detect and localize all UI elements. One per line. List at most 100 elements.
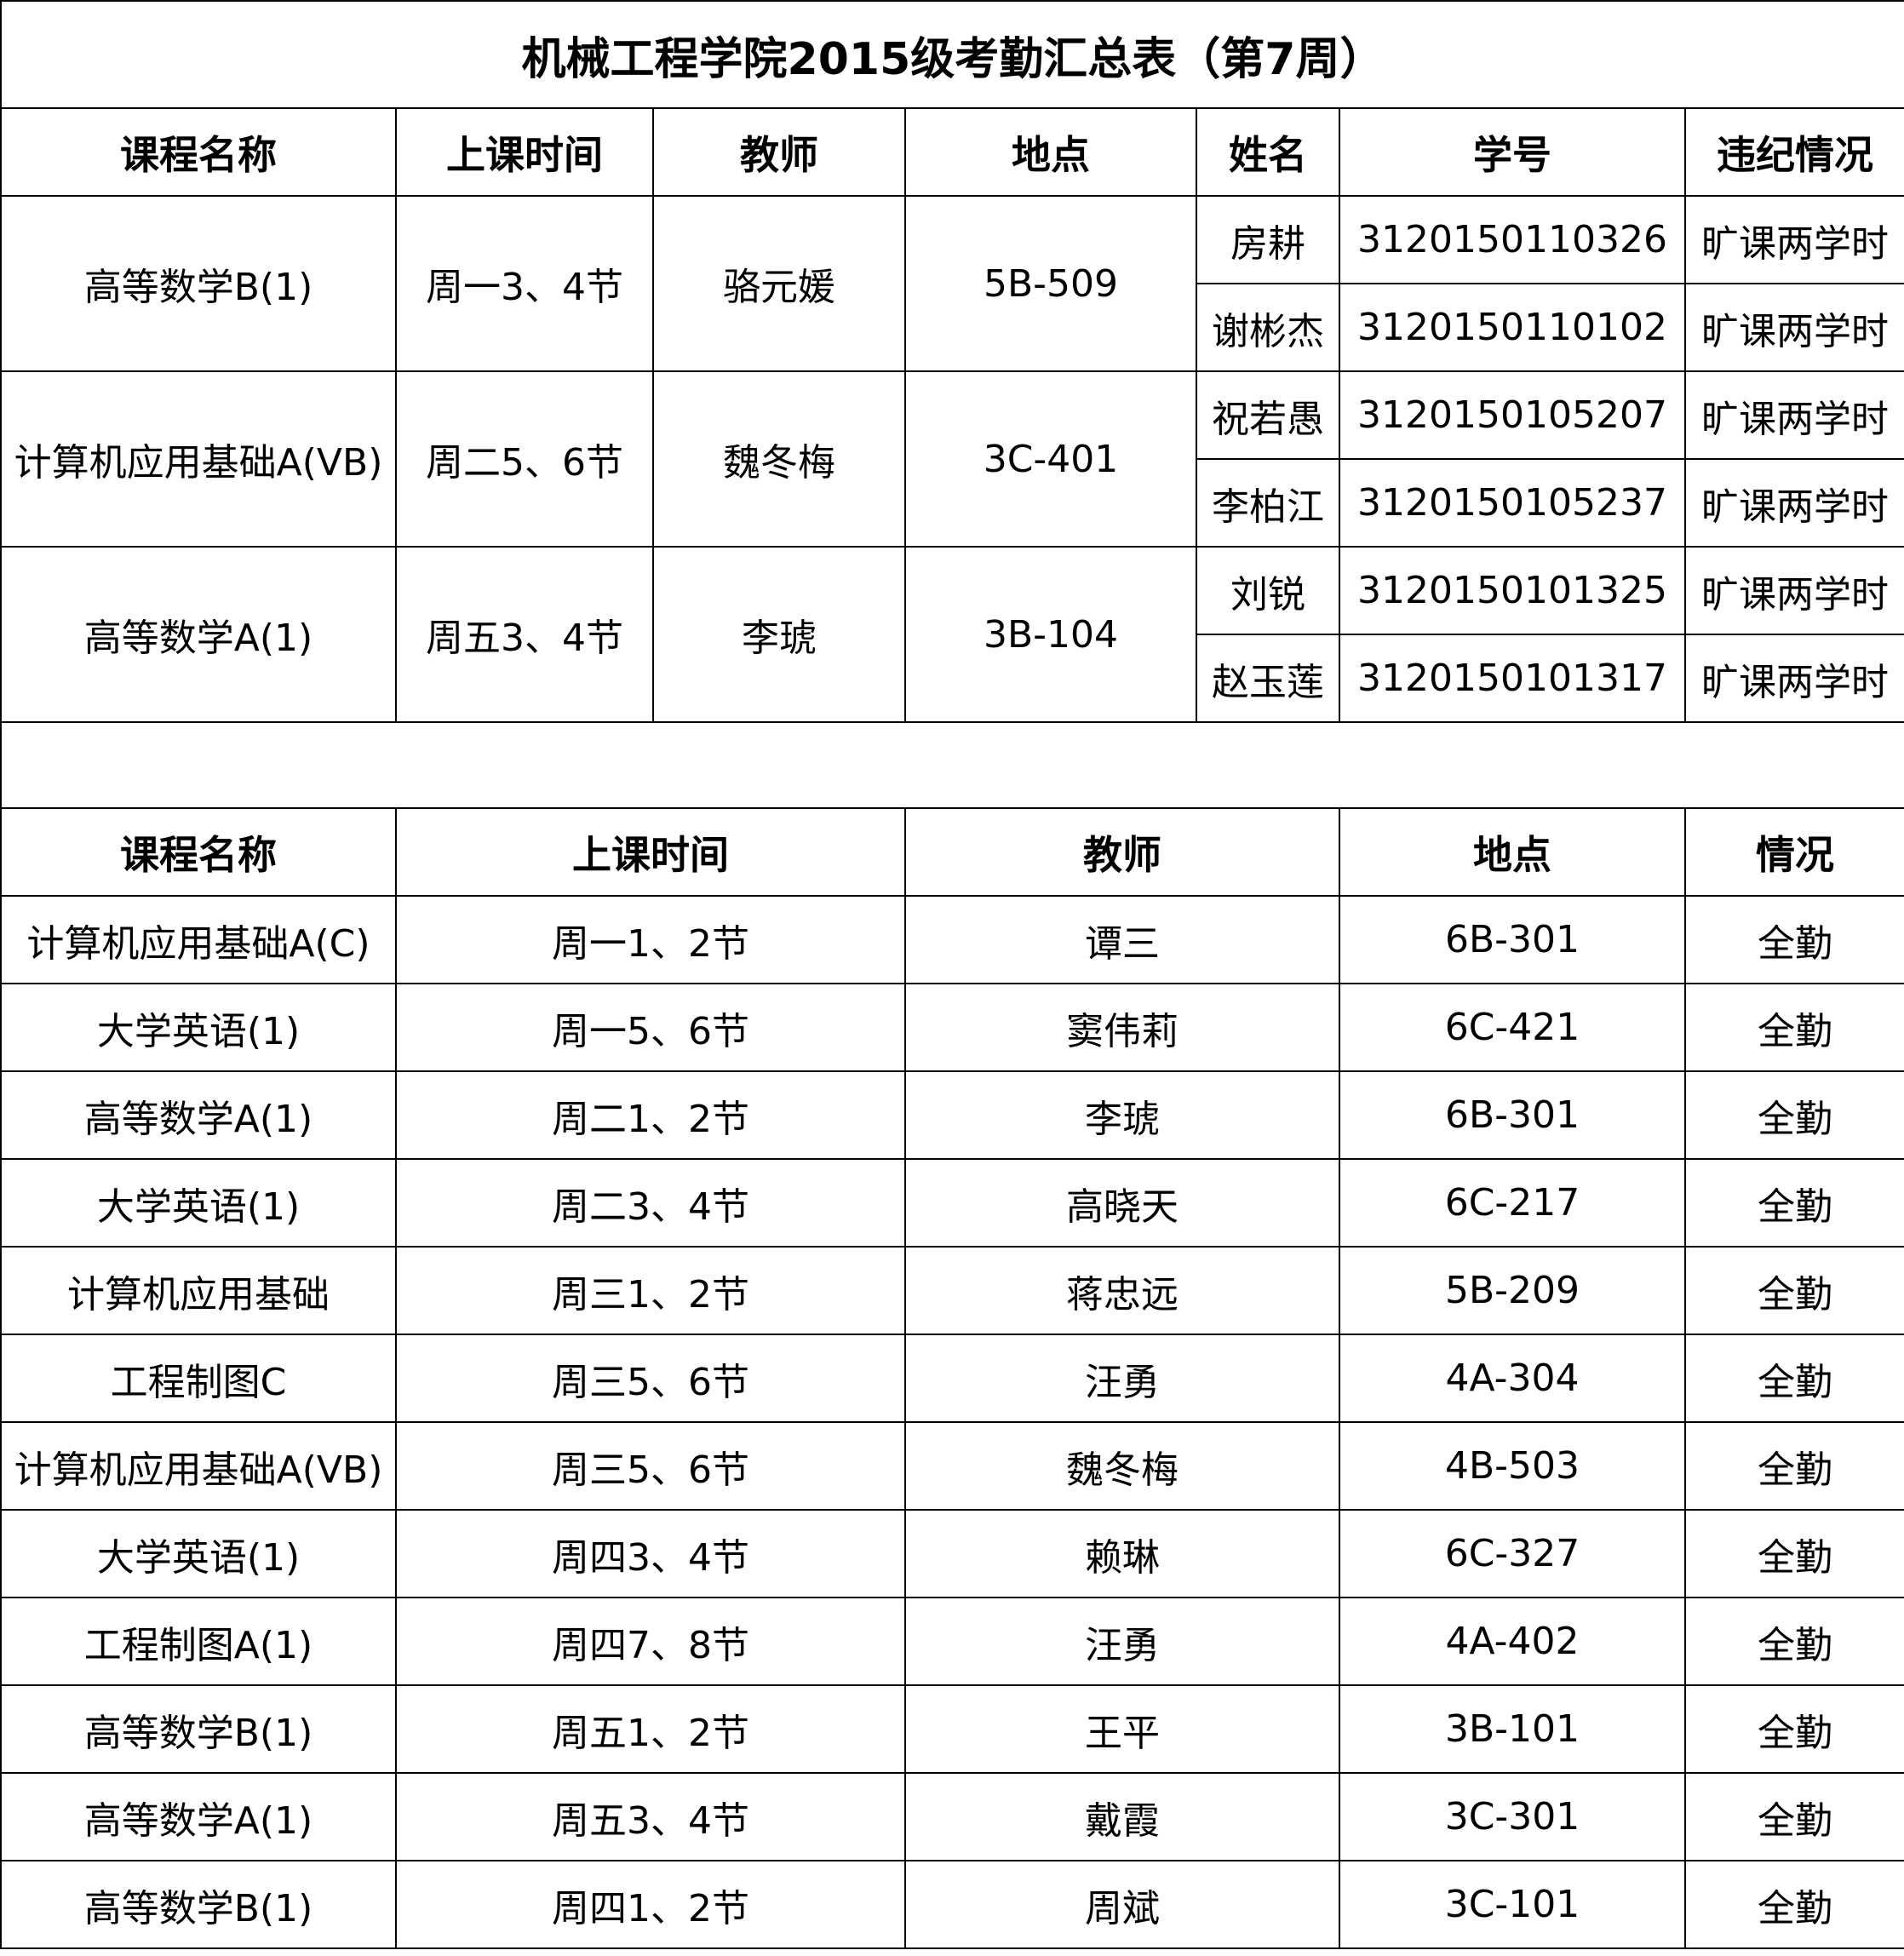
- course-cell: 计算机应用基础A(C): [0, 895, 397, 984]
- status-cell: 全勤: [1684, 1860, 1904, 1949]
- course-cell: 计算机应用基础A(VB): [0, 1421, 397, 1511]
- student-name-cell: 李柏江: [1196, 458, 1340, 548]
- teacher-cell: 窦伟莉: [904, 983, 1340, 1072]
- time-cell: 周四7、8节: [395, 1597, 906, 1686]
- status-cell: 全勤: [1684, 1684, 1904, 1774]
- time-cell: 周三5、6节: [395, 1421, 906, 1511]
- violations-table: 机械工程学院2015级考勤汇总表（第7周） 课程名称 上课时间 教师 地点 姓名 学号 违纪…: [0, 0, 1904, 809]
- status-cell: 全勤: [1684, 1158, 1904, 1248]
- status-cell: 全勤: [1684, 1509, 1904, 1598]
- table-row: 大学英语(1) 周四3、4节 赖琳 6C-327 全勤: [0, 1509, 1904, 1598]
- student-id-cell: 3120150101317: [1339, 634, 1686, 723]
- teacher-cell: 骆元媛: [652, 195, 906, 372]
- teacher-cell: 赖琳: [904, 1509, 1340, 1598]
- student-name-cell: 刘锐: [1196, 546, 1340, 635]
- table-row: 大学英语(1) 周一5、6节 窦伟莉 6C-421 全勤: [0, 983, 1904, 1072]
- student-name-cell: 祝若愚: [1196, 370, 1340, 460]
- column-header: 教师: [904, 807, 1340, 897]
- student-name-cell: 谢彬杰: [1196, 283, 1340, 372]
- time-cell: 周二5、6节: [395, 370, 654, 548]
- teacher-cell: 汪勇: [904, 1334, 1340, 1423]
- location-cell: 6B-301: [1339, 1070, 1686, 1160]
- course-cell: 高等数学A(1): [0, 546, 397, 723]
- column-header: 课程名称: [0, 807, 397, 897]
- course-cell: 大学英语(1): [0, 983, 397, 1072]
- time-cell: 周四1、2节: [395, 1860, 906, 1949]
- course-cell: 计算机应用基础: [0, 1246, 397, 1335]
- course-cell: 高等数学A(1): [0, 1772, 397, 1861]
- time-cell: 周四3、4节: [395, 1509, 906, 1598]
- time-cell: 周三1、2节: [395, 1246, 906, 1335]
- location-cell: 6C-421: [1339, 983, 1686, 1072]
- student-id-cell: 3120150101325: [1339, 546, 1686, 635]
- status-cell: 全勤: [1684, 1246, 1904, 1335]
- teacher-cell: 周斌: [904, 1860, 1340, 1949]
- column-header: 课程名称: [0, 107, 397, 197]
- teacher-cell: 李琥: [652, 546, 906, 723]
- teacher-cell: 魏冬梅: [904, 1421, 1340, 1511]
- table-row: 大学英语(1) 周二3、4节 高晓天 6C-217 全勤: [0, 1158, 1904, 1248]
- page-title: 机械工程学院2015级考勤汇总表（第7周）: [0, 0, 1904, 109]
- student-status-cell: 旷课两学时: [1683, 370, 1904, 460]
- time-cell: 周一3、4节: [395, 195, 654, 372]
- table-row: 高等数学A(1) 周五3、4节 戴霞 3C-301 全勤: [0, 1772, 1904, 1861]
- table-row: 李柏江 3120150105237 旷课两学时: [1, 458, 1904, 548]
- location-cell: 6C-217: [1339, 1158, 1686, 1248]
- teacher-cell: 汪勇: [904, 1597, 1340, 1686]
- location-cell: 6C-327: [1339, 1509, 1686, 1598]
- table-row: 赵玉莲 3120150101317 旷课两学时: [1, 634, 1904, 723]
- table-row: 计算机应用基础A(VB) 周三5、6节 魏冬梅 4B-503 全勤: [0, 1421, 1904, 1511]
- time-cell: 周二3、4节: [395, 1158, 906, 1248]
- teacher-cell: 魏冬梅: [652, 370, 906, 548]
- course-cell: 工程制图A(1): [0, 1597, 397, 1686]
- attendance-table: 课程名称 上课时间 教师 地点 情况 计算机应用基础A(C) 周一1、2节 谭三 6B-301…: [0, 807, 1904, 1949]
- student-id-cell: 3120150110102: [1339, 283, 1686, 372]
- teacher-cell: 蒋忠远: [904, 1246, 1340, 1335]
- table-row: 高等数学A(1) 周二1、2节 李琥 6B-301 全勤: [0, 1070, 1904, 1160]
- teacher-cell: 谭三: [904, 895, 1340, 984]
- course-cell: 大学英语(1): [0, 1509, 397, 1598]
- location-cell: 6B-301: [1339, 895, 1686, 984]
- student-id-cell: 3120150110326: [1339, 195, 1686, 284]
- student-status-cell: 旷课两学时: [1683, 195, 1904, 284]
- course-cell: 高等数学B(1): [0, 1684, 397, 1774]
- blank-row: [0, 721, 1904, 809]
- table-row: 工程制图C 周三5、6节 汪勇 4A-304 全勤: [0, 1334, 1904, 1423]
- student-name-cell: 房耕: [1196, 195, 1340, 284]
- course-cell: 高等数学A(1): [0, 1070, 397, 1160]
- table-row: 计算机应用基础A(C) 周一1、2节 谭三 6B-301 全勤: [0, 895, 1904, 984]
- table-row: 高等数学B(1) 周四1、2节 周斌 3C-101 全勤: [0, 1860, 1904, 1949]
- teacher-cell: 王平: [904, 1684, 1340, 1774]
- student-status-cell: 旷课两学时: [1683, 634, 1904, 723]
- student-id-cell: 3120150105237: [1339, 458, 1686, 548]
- status-cell: 全勤: [1684, 895, 1904, 984]
- teacher-cell: 李琥: [904, 1070, 1340, 1160]
- time-cell: 周一5、6节: [395, 983, 906, 1072]
- location-cell: 3B-101: [1339, 1684, 1686, 1774]
- table-row: 工程制图A(1) 周四7、8节 汪勇 4A-402 全勤: [0, 1597, 1904, 1686]
- status-cell: 全勤: [1684, 1421, 1904, 1511]
- location-cell: 3C-101: [1339, 1860, 1686, 1949]
- column-header: 地点: [904, 107, 1197, 197]
- table-row: 计算机应用基础 周三1、2节 蒋忠远 5B-209 全勤: [0, 1246, 1904, 1335]
- course-cell: 计算机应用基础A(VB): [0, 370, 397, 548]
- time-cell: 周五3、4节: [395, 1772, 906, 1861]
- table-row: 高等数学B(1) 周一3、4节 骆元媛 5B-509 房耕 3120150110326 旷课…: [0, 195, 1904, 372]
- course-cell: 大学英语(1): [0, 1158, 397, 1248]
- student-id-cell: 3120150105207: [1339, 370, 1686, 460]
- status-cell: 全勤: [1684, 1772, 1904, 1861]
- table-row: 高等数学B(1) 周五1、2节 王平 3B-101 全勤: [0, 1684, 1904, 1774]
- table-row: 谢彬杰 3120150110102 旷课两学时: [1, 283, 1904, 372]
- column-header: 地点: [1339, 807, 1686, 897]
- status-cell: 全勤: [1684, 1334, 1904, 1423]
- location-cell: 4B-503: [1339, 1421, 1686, 1511]
- status-cell: 全勤: [1684, 1070, 1904, 1160]
- table-row: 计算机应用基础A(VB) 周二5、6节 魏冬梅 3C-401 祝若愚 3120150105…: [0, 370, 1904, 548]
- course-cell: 高等数学B(1): [0, 195, 397, 372]
- status-cell: 全勤: [1684, 1597, 1904, 1686]
- time-cell: 周三5、6节: [395, 1334, 906, 1423]
- column-header: 上课时间: [395, 807, 906, 897]
- location-cell: 5B-209: [1339, 1246, 1686, 1335]
- student-name-cell: 赵玉莲: [1196, 634, 1340, 723]
- student-status-cell: 旷课两学时: [1683, 546, 1904, 635]
